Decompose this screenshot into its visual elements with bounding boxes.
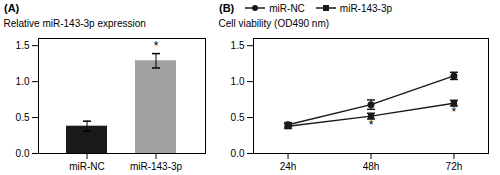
svg-text:miR-143-3p: miR-143-3p xyxy=(130,161,183,172)
svg-text:1.5: 1.5 xyxy=(16,40,30,51)
svg-text:Relative miR-143-3p expression: Relative miR-143-3p expression xyxy=(4,18,146,29)
svg-text:1.0: 1.0 xyxy=(231,76,245,87)
html-text:(A): (A) xyxy=(4,2,20,14)
html-text:miR-143-3p: miR-143-3p xyxy=(339,2,393,14)
svg-text:0.5: 0.5 xyxy=(231,112,245,123)
svg-text:0.5: 0.5 xyxy=(16,112,30,123)
html-text:(B): (B) xyxy=(219,2,235,14)
svg-text:1.0: 1.0 xyxy=(16,76,30,87)
svg-text:0.0: 0.0 xyxy=(16,148,30,159)
svg-text:Cell viability (OD490 nm): Cell viability (OD490 nm) xyxy=(219,18,330,29)
svg-text:*: * xyxy=(154,39,159,53)
svg-text:1.5: 1.5 xyxy=(231,40,245,51)
html-text:miR-NC: miR-NC xyxy=(269,2,305,14)
svg-text:0.0: 0.0 xyxy=(231,148,245,159)
svg-text:*: * xyxy=(452,105,457,119)
svg-text:24h: 24h xyxy=(280,161,297,172)
svg-text:miR-NC: miR-NC xyxy=(69,161,105,172)
svg-text:48h: 48h xyxy=(363,161,380,172)
svg-text:72h: 72h xyxy=(446,161,463,172)
svg-text:*: * xyxy=(369,118,374,132)
